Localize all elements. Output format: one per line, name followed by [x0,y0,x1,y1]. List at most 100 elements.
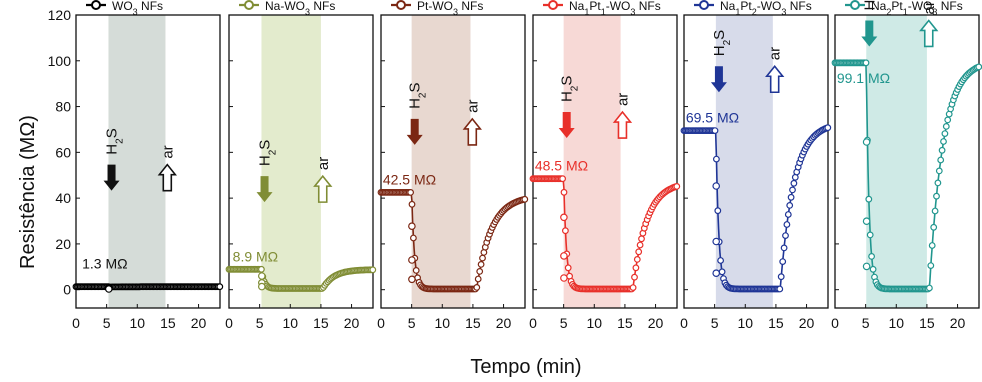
plot-frame [228,14,374,309]
x-tick-label: 5 [408,315,416,331]
series-point [408,275,416,284]
panel-5: 0 5 10 15 20 Na1Pt2-WO3 NFs 69.5 MΩ H2S ar [680,0,832,331]
series-point [937,156,945,164]
series-point [473,284,481,291]
series-point [474,275,482,283]
legend-marker [91,0,101,10]
x-tick-label: 10 [737,315,753,331]
series-point [779,258,787,266]
x-tick-label: 5 [711,315,719,331]
x-tick-label: 15 [617,315,633,331]
series-point [633,256,641,263]
gas-exposure-region [108,15,166,308]
series-point [559,175,566,183]
x-tick-label: 0 [377,315,385,331]
arrow-down-icon [256,176,273,203]
legend-marker [396,0,406,10]
x-tick-label: 20 [496,315,512,331]
gas-exposure-region [715,15,773,308]
x-tick-label: 20 [191,315,207,331]
x-tick-label: 15 [313,315,329,331]
series-point [935,167,943,175]
series-point [862,217,871,226]
x-tick-label: 15 [160,315,176,331]
series-point [408,200,416,208]
series-point [636,241,644,249]
air-label: ar [464,100,481,113]
plot-frame [683,14,829,309]
series-point [930,223,938,231]
h2s-label: H2S [407,82,429,108]
series-point [927,262,935,270]
h2s-label: H2S [711,30,733,56]
arrow-down-icon [861,20,878,47]
series-point [629,284,637,292]
series-point [975,63,982,71]
value-annotation: 48.5 MΩ [535,158,588,174]
y-tick-label: 60 [55,144,71,160]
series-point [673,182,681,190]
series-point [560,252,568,260]
series-point [476,268,484,275]
y-tick-label: 100 [48,53,72,69]
series-point [407,188,415,196]
x-tick-label: 0 [831,315,839,331]
panel-6: 0 5 10 15 20 Na2Pt1-WO3 NFs 99.1 MΩ H2S ar [831,0,982,331]
air-label: ar [159,145,176,158]
series-point [711,127,719,135]
y-tick-label: 120 [48,7,72,23]
series-point [713,155,720,163]
legend-label: WO3 NFs [112,0,163,17]
arrow-up-icon [157,163,177,192]
panel-4: 0 5 10 15 20 Na1Pt1-WO3 NFs 48.5 MΩ H2S ar [529,0,681,331]
panel-3: 0 5 10 15 20 Pt-WO3 NFs 42.5 MΩ H2S ar [377,0,529,331]
series-point [824,124,832,132]
h2s-label: H2S [559,76,581,102]
series-point [408,222,416,231]
series-point [712,182,721,190]
plot-frame [532,14,678,309]
series-point [928,242,936,249]
series-point [862,59,870,67]
arrow-up-icon [612,110,633,139]
series-point [712,237,721,246]
value-annotation: 1.3 MΩ [82,256,127,272]
x-tick-label: 0 [72,315,80,331]
series-point [408,256,416,264]
plot-frame [834,14,980,309]
legend-marker [244,0,254,10]
legend-marker [548,0,558,10]
series-point [714,207,722,215]
plot-frame [75,14,221,309]
x-tick-label: 20 [950,315,966,331]
gas-exposure-region [866,15,927,308]
x-tick-label: 15 [919,315,935,331]
x-axis-label: Tempo (min) [470,356,581,378]
series-point [784,211,792,218]
value-annotation: 42.5 MΩ [383,171,436,187]
y-tick-label: 40 [55,190,71,206]
y-tick-label: 80 [55,99,71,115]
series-point [257,272,266,280]
series-point [944,116,952,124]
h2s-label: H2S [257,140,279,166]
series-point [938,146,946,154]
arrow-up-icon [313,174,333,203]
legend-label: Na1Pt2-WO3 NFs [720,0,812,17]
y-tick-label: 0 [63,282,71,298]
legend-label: Na-WO3 NFs [265,0,335,17]
series-point [521,195,529,203]
series-point [933,192,940,200]
series-point [410,234,417,242]
x-tick-label: 0 [225,315,233,331]
series-point [635,248,643,256]
series-point [790,179,798,187]
series-point [369,266,377,274]
x-tick-label: 0 [680,315,688,331]
arrow-down-icon [710,66,727,93]
x-tick-label: 5 [103,315,111,331]
x-tick-label: 10 [888,315,904,331]
plot-frame [380,14,526,309]
series-point [479,254,486,262]
series-point [638,235,645,243]
